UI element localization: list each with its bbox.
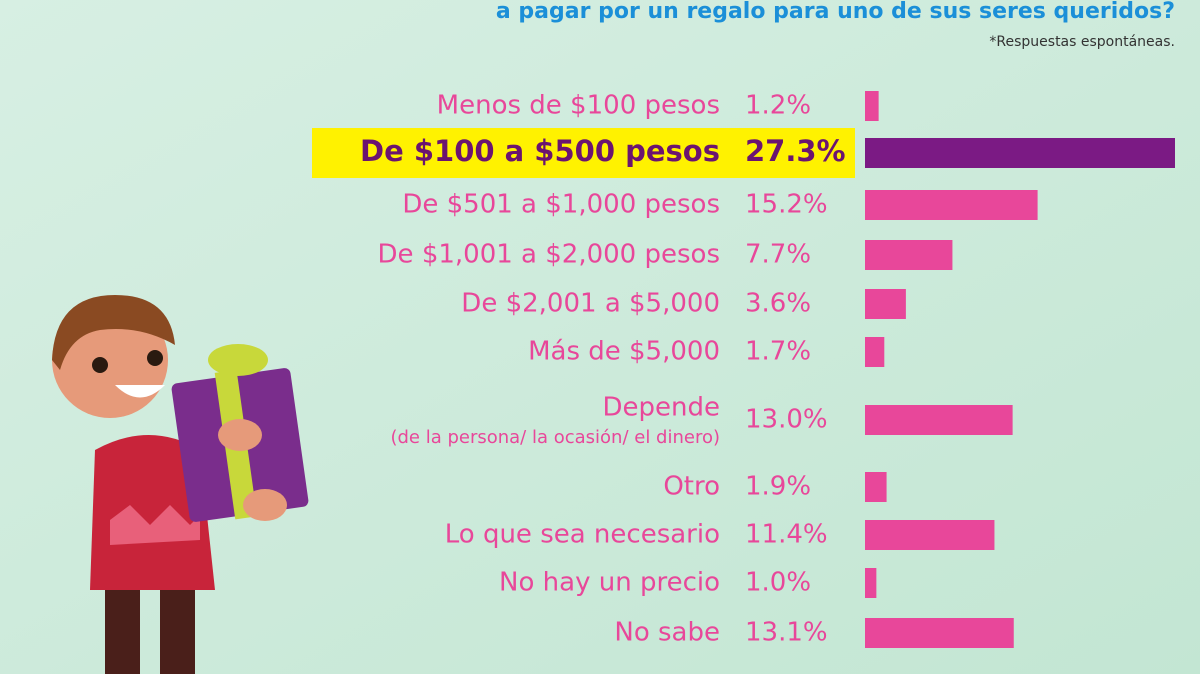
bar: [865, 568, 877, 598]
value-label: 13.0%: [745, 405, 828, 435]
category-label: Depende: [603, 393, 721, 423]
value-label: 1.7%: [745, 337, 811, 367]
bar: [865, 289, 906, 319]
value-label: 11.4%: [745, 520, 828, 550]
chart-title: a pagar por un regalo para uno de sus se…: [496, 0, 1175, 24]
value-label: 15.2%: [745, 190, 828, 220]
category-label: De $100 a $500 pesos: [360, 134, 720, 168]
bar: [865, 520, 995, 550]
bar: [865, 337, 885, 367]
category-label: Lo que sea necesario: [445, 520, 720, 550]
category-label: De $1,001 a $2,000 pesos: [378, 240, 720, 270]
category-label: No hay un precio: [499, 568, 720, 598]
bar: [865, 472, 887, 502]
category-label: Otro: [663, 472, 720, 502]
bar: [865, 405, 1013, 435]
category-label: Menos de $100 pesos: [437, 91, 720, 121]
category-label: De $2,001 a $5,000: [461, 289, 720, 319]
highlight-box: [312, 128, 855, 178]
bar: [865, 240, 953, 270]
note: *Respuestas espontáneas.: [989, 34, 1175, 50]
category-label: Más de $5,000: [528, 337, 720, 367]
boy-illustration: [52, 295, 309, 674]
bar: [865, 618, 1014, 648]
value-label: 13.1%: [745, 618, 828, 648]
value-label: 1.0%: [745, 568, 811, 598]
bar: [865, 190, 1038, 220]
bar: [865, 138, 1175, 168]
value-label: 1.9%: [745, 472, 811, 502]
category-label: No sabe: [614, 618, 720, 648]
bar: [865, 91, 879, 121]
value-label: 3.6%: [745, 289, 811, 319]
category-note: (de la persona/ la ocasión/ el dinero): [390, 427, 720, 448]
category-label: De $501 a $1,000 pesos: [402, 190, 720, 220]
value-label: 1.2%: [745, 91, 811, 121]
value-label: 7.7%: [745, 240, 811, 270]
value-label: 27.3%: [745, 134, 846, 168]
